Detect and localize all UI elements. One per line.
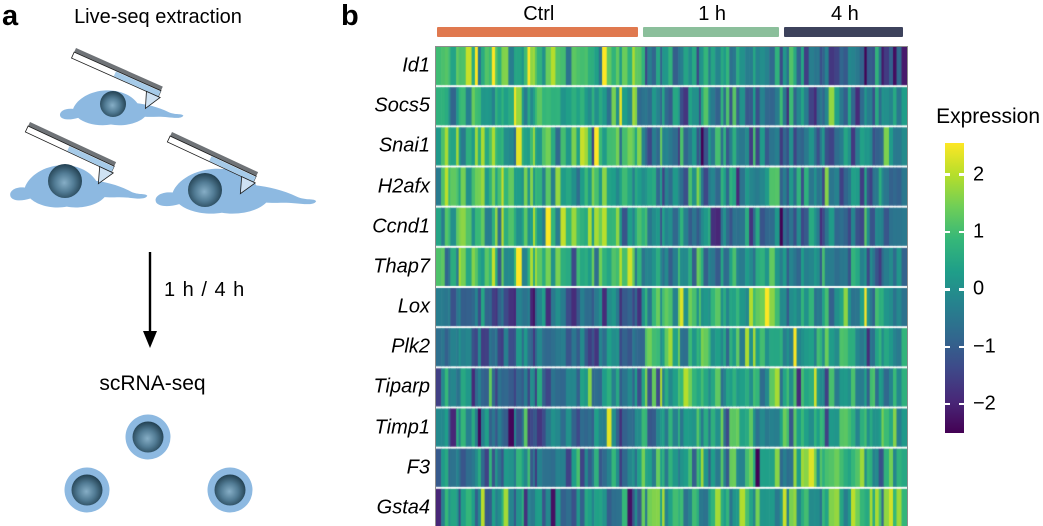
colorbar-tick-label: 2	[973, 163, 985, 186]
group-label-4h: 4 h	[830, 3, 859, 25]
live-seq-cell-left	[10, 121, 148, 208]
live-seq-cell-top	[59, 47, 184, 126]
gene-label-ccnd1: Ccnd1	[372, 215, 430, 238]
nucleus	[214, 474, 246, 506]
gene-label-snai1: Snai1	[378, 134, 430, 157]
group-label-ctrl: Ctrl	[523, 3, 555, 25]
live-seq-cell-right	[155, 131, 317, 214]
scrna-seq-label: scRNA-seq	[99, 372, 206, 395]
colorbar-tick-mark	[959, 288, 964, 291]
colorbar-tick-mark	[945, 403, 950, 406]
group-bar-1h	[642, 27, 779, 37]
gene-label-lox: Lox	[397, 295, 430, 318]
colorbar-tick-mark	[945, 173, 950, 176]
nucleus	[48, 164, 82, 198]
colorbar-tick-mark	[959, 403, 964, 406]
group-label-1h: 1 h	[698, 3, 727, 25]
round-cell-top	[125, 414, 171, 460]
group-bar-ctrl	[437, 27, 638, 37]
gene-label-socs5: Socs5	[374, 94, 430, 117]
group-bar-4h	[783, 27, 903, 37]
colorbar-title: Expression	[936, 105, 1040, 128]
gene-label-id1: Id1	[402, 54, 430, 77]
expression-heatmap	[435, 46, 908, 526]
nucleus	[71, 474, 103, 506]
round-cell-left	[64, 467, 110, 513]
expression-colorbar: 2 1 0 −1 −2	[945, 143, 996, 433]
nucleus	[100, 91, 126, 117]
colorbar-tick-mark	[959, 345, 964, 349]
gene-label-f3: F3	[406, 456, 430, 479]
panel-a-title: Live-seq extraction	[74, 6, 242, 28]
round-cell-right	[207, 467, 253, 513]
colorbar-tick-mark	[945, 345, 950, 349]
colorbar-tick-label: −1	[973, 335, 996, 358]
colorbar-tick-mark	[959, 173, 964, 176]
colorbar-tick-mark	[959, 230, 964, 234]
colorbar-tick-mark	[945, 288, 950, 291]
live-seq-illustration	[10, 47, 317, 513]
panel-b-label: b	[341, 0, 359, 32]
colorbar-tick-label: −2	[973, 392, 996, 415]
gene-label-tiparp: Tiparp	[373, 375, 430, 398]
gene-label-gsta4: Gsta4	[376, 496, 430, 519]
gene-label-thap7: Thap7	[373, 255, 430, 278]
colorbar-tick-mark	[945, 230, 950, 234]
timepoint-label: 1 h / 4 h	[164, 279, 246, 301]
colorbar-tick-label: 0	[973, 277, 985, 300]
colorbar-tick-label: 1	[973, 220, 985, 243]
nucleus	[188, 173, 222, 207]
down-arrow-icon	[143, 252, 157, 348]
panel-a-label: a	[2, 0, 19, 32]
gene-label-h2afx: H2afx	[377, 175, 430, 198]
gene-label-timp1: Timp1	[374, 416, 430, 439]
gene-label-plk2: Plk2	[391, 335, 430, 358]
nucleus	[132, 421, 164, 453]
